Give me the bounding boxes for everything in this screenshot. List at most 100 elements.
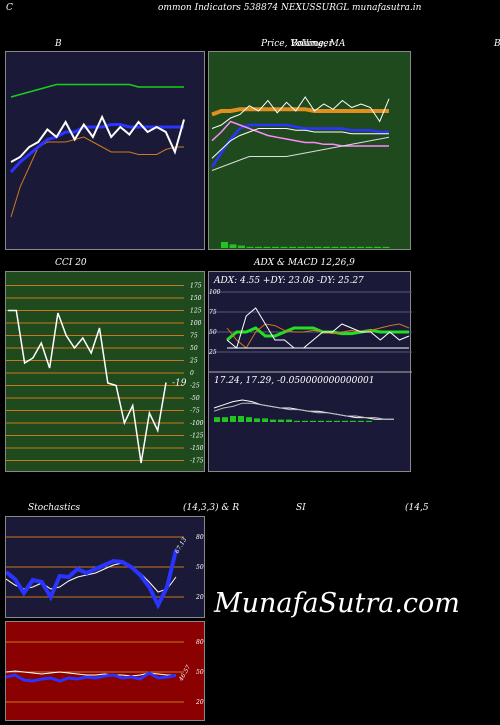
macd-histogram-bar	[366, 420, 372, 422]
adx-tick-label: 75	[209, 309, 217, 316]
rsi-chart: 80 50 20 46.57	[6, 639, 204, 706]
bollinger-chart	[9, 83, 185, 218]
stoch-value-label: 67.13	[174, 536, 189, 555]
volume-bar	[340, 246, 347, 248]
macd-histogram-bar	[270, 419, 276, 422]
volume-bar	[357, 246, 364, 248]
macd-histogram-bar	[262, 418, 268, 422]
rsi-title: SI	[296, 503, 306, 513]
adx-series-2	[226, 323, 410, 349]
macd-signal	[213, 402, 394, 420]
volume-bar	[382, 246, 390, 248]
cci-tick-label: 75	[190, 333, 198, 340]
macd-histogram-bar	[294, 420, 300, 422]
bb-series-3	[10, 83, 184, 98]
bb-series-4	[10, 114, 185, 163]
adx-tick-label: 100	[209, 289, 221, 296]
macd-histogram-bar	[358, 420, 364, 422]
rsi-panel: 80 50 20 46.57	[5, 621, 205, 721]
macd-histogram-bar	[334, 420, 340, 422]
rsi-tick-label: 50	[196, 669, 204, 676]
adx-series-3	[226, 307, 410, 349]
adx-tick-label: 25	[209, 349, 217, 356]
header-prefix: C	[6, 3, 13, 13]
macd-histogram-bar	[222, 417, 228, 422]
macd-histogram-bar	[246, 417, 252, 422]
volume-bar	[289, 246, 296, 248]
volume-bar	[238, 245, 245, 248]
stoch-tick-label: 50	[196, 564, 204, 571]
stoch-params: (14,3,3) & R	[183, 503, 240, 513]
price-title-overlap: Bollinger	[291, 39, 333, 49]
cci-tick-label: 50	[190, 345, 198, 352]
volume-bar	[314, 246, 322, 248]
stoch-tick-label: 80	[196, 534, 204, 541]
rsi-line	[6, 671, 177, 683]
macd-histogram-bar	[326, 420, 332, 422]
stoch-chart: 80 50 20 67.13	[6, 534, 204, 610]
cci-tick-label: 150	[190, 295, 202, 302]
watermark: MunafaSutra.com	[214, 588, 460, 619]
volume-bar	[229, 244, 237, 248]
volume-bar	[280, 246, 288, 248]
rsi-params: (14,5	[405, 503, 429, 513]
macd-histogram-bar	[350, 420, 356, 422]
stoch-title: Stochastics	[28, 503, 81, 513]
cci-panel: 175 150 125 100 75 50 25 0 -25 -50 -75 -100 -125 -150…	[5, 271, 205, 472]
bollinger-panel	[5, 51, 205, 250]
price-series-1	[211, 107, 389, 117]
adx-tick-label: 50	[209, 329, 217, 336]
cci-tick-label: -25	[190, 383, 200, 390]
rsi-tick-label: 80	[196, 639, 204, 646]
price-series-5	[211, 136, 390, 171]
volume-bar	[374, 246, 381, 248]
cci-tick-label: -50	[190, 395, 200, 402]
cci-tick-label: 25	[189, 358, 198, 365]
bb-series-2	[9, 123, 184, 174]
price-series-6	[211, 96, 390, 129]
volume-bar	[263, 246, 271, 248]
macd-histogram-bar	[342, 420, 348, 422]
right-edge-title: B	[494, 39, 500, 49]
macd-histogram-bar	[230, 416, 236, 422]
cci-line	[8, 309, 167, 464]
bb-title: B	[55, 39, 62, 49]
macd-histogram-bar	[302, 420, 308, 422]
macd-histogram-bar	[278, 419, 284, 422]
stoch-d-line	[6, 562, 177, 593]
cci-tick-label: 175	[190, 283, 202, 290]
volume-bar	[331, 246, 339, 248]
stoch-k-line	[6, 549, 178, 610]
adx-chart: 100 75 50 25	[209, 289, 412, 422]
price-panel	[208, 51, 411, 250]
volume-bar	[348, 246, 356, 248]
cci-title: CCI 20	[55, 258, 87, 268]
volume-bar	[246, 246, 254, 248]
macd-histogram-bar	[238, 416, 244, 422]
cci-tick-label: -125	[190, 433, 204, 440]
volume-bar	[272, 246, 279, 248]
stoch-tick-label: 20	[195, 594, 204, 601]
price-series-4	[211, 128, 389, 159]
price-series-2	[210, 123, 389, 168]
volume-bar	[297, 246, 305, 248]
volume-bar	[323, 246, 330, 248]
macd-histogram-bar	[310, 420, 316, 422]
volume-bar	[255, 246, 262, 248]
cci-tick-label: -175	[190, 458, 204, 465]
cci-chart: 175 150 125 100 75 50 25 0 -25 -50 -75 -100 -125 -150…	[6, 283, 204, 465]
macd-histogram-bar	[286, 419, 292, 422]
volume-bar	[365, 246, 373, 248]
rsi-tick-label: 20	[195, 699, 204, 706]
price-title: Price, Volume, MA	[261, 39, 346, 49]
cci-tick-label: 100	[190, 320, 202, 327]
macd-histogram-bar	[254, 418, 260, 422]
cci-value-label: -19	[172, 379, 187, 389]
cci-tick-label: 0	[190, 370, 194, 377]
macd-histogram-bar	[318, 420, 324, 422]
cci-tick-label: -150	[190, 445, 204, 452]
volume-bar	[306, 246, 313, 248]
cci-tick-label: -100	[190, 420, 204, 427]
price-chart	[210, 96, 390, 248]
adx-readout: ADX: 4.55 +DY: 23.08 -DY: 25.27	[214, 276, 364, 286]
